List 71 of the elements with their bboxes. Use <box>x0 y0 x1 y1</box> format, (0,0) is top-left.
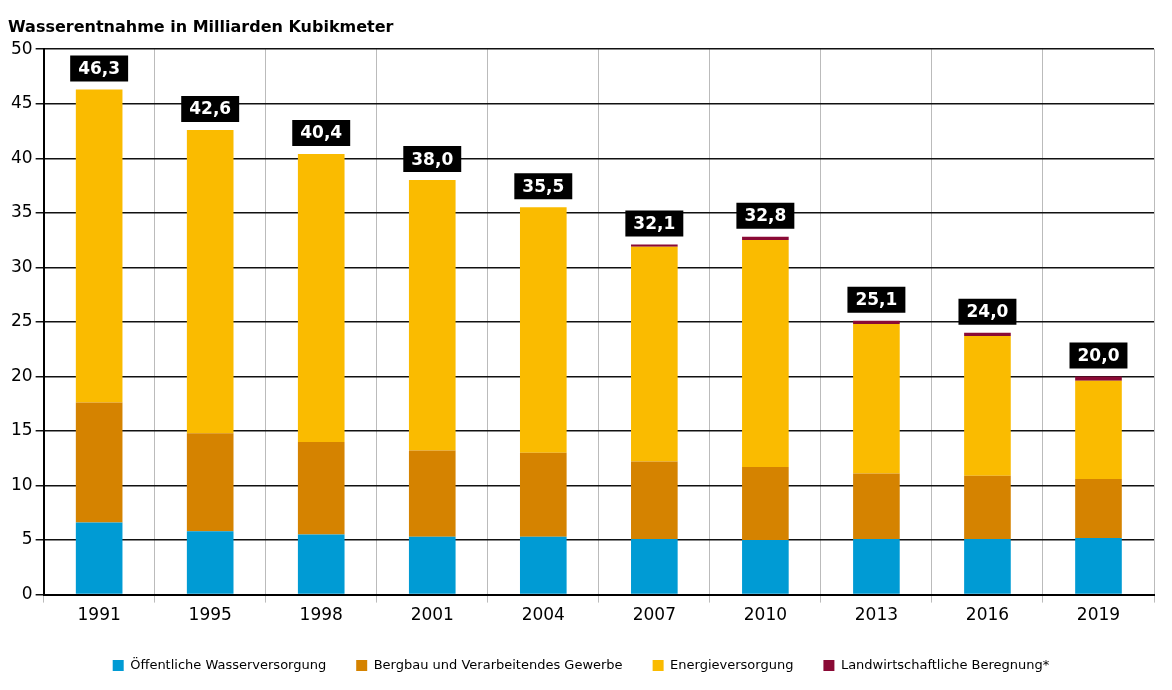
bar <box>297 153 345 442</box>
y-tick-label: 45 <box>10 92 33 113</box>
total-label: 25,1 <box>855 289 898 310</box>
y-tick-label: 20 <box>10 364 33 385</box>
bar <box>853 473 900 539</box>
x-tick-label: 2010 <box>743 604 787 625</box>
bar <box>1075 478 1122 538</box>
bar <box>186 531 234 594</box>
bar <box>742 236 789 241</box>
bar <box>742 240 789 467</box>
bar <box>408 536 456 594</box>
bar <box>631 538 678 594</box>
legend-label: Landwirtschaftliche Beregnung* <box>840 656 1050 672</box>
bar <box>742 466 789 541</box>
total-label: 38,0 <box>411 148 454 169</box>
legend-label: Energieversorgung <box>670 656 794 672</box>
total-label: 24,0 <box>966 301 1009 322</box>
bar <box>631 244 678 247</box>
bar <box>1075 376 1122 381</box>
x-tick-label: 2007 <box>632 604 676 625</box>
y-tick-label: 25 <box>10 310 33 331</box>
x-tick-label: 2013 <box>854 604 899 625</box>
y-tick-label: 50 <box>10 37 33 58</box>
bar <box>186 129 234 434</box>
bar <box>297 534 345 594</box>
total-label: 32,1 <box>633 212 676 233</box>
y-tick-label: 35 <box>10 201 33 222</box>
y-tick-label: 40 <box>10 146 33 167</box>
total-label: 20,0 <box>1077 344 1120 365</box>
bar <box>75 402 123 523</box>
total-label: 42,6 <box>189 98 232 119</box>
bar <box>75 89 123 403</box>
chart-title: Wasserentnahme in Milliarden Kubikmeter <box>8 16 394 36</box>
bar <box>186 433 234 532</box>
y-tick-label: 15 <box>10 419 33 440</box>
bar <box>964 538 1011 594</box>
bar <box>519 207 567 453</box>
x-tick-label: 2019 <box>1076 604 1121 625</box>
x-tick-label: 1991 <box>77 604 121 625</box>
legend-label: Bergbau und Verarbeitendes Gewerbe <box>373 656 623 672</box>
bar <box>853 538 900 594</box>
bar <box>853 324 900 474</box>
bar <box>75 522 123 594</box>
bar <box>631 246 678 462</box>
bar <box>742 540 789 594</box>
bar <box>297 441 345 535</box>
y-tick-label: 30 <box>10 255 33 276</box>
y-tick-label: 5 <box>21 528 33 549</box>
total-label: 32,8 <box>744 205 787 226</box>
bar <box>519 452 567 537</box>
bar <box>408 450 456 537</box>
y-tick-label: 0 <box>21 583 33 604</box>
x-tick-label: 1998 <box>299 604 343 625</box>
bar <box>853 320 900 325</box>
bar <box>631 461 678 539</box>
bar <box>1075 380 1122 479</box>
bar <box>519 536 567 594</box>
x-tick-label: 1995 <box>188 604 232 625</box>
bar <box>1075 537 1122 594</box>
y-tick-label: 10 <box>10 473 33 494</box>
x-tick-label: 2001 <box>410 604 454 625</box>
bar <box>964 336 1011 476</box>
bar <box>408 180 456 451</box>
x-tick-label: 2016 <box>965 604 1010 625</box>
x-tick-label: 2004 <box>521 604 565 625</box>
legend-label: Öffentliche Wasserversorgung <box>130 655 327 672</box>
bar <box>964 475 1011 539</box>
total-label: 35,5 <box>522 175 565 196</box>
total-label: 46,3 <box>78 57 121 78</box>
bar <box>964 332 1011 337</box>
total-label: 40,4 <box>300 122 343 143</box>
